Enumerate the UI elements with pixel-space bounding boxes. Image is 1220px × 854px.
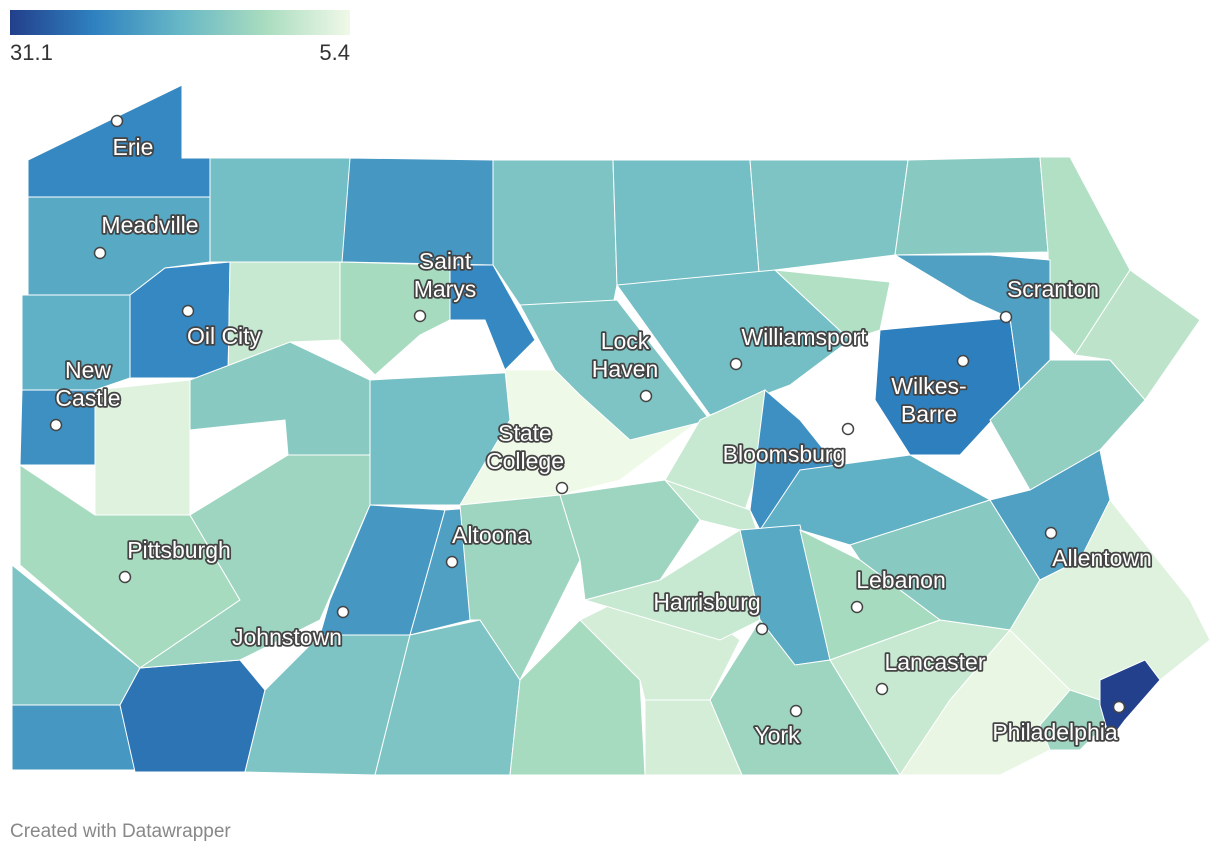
city-label: Saint Marys xyxy=(414,248,477,302)
legend-high: 31.1 xyxy=(10,40,53,65)
city-dot xyxy=(841,422,855,436)
legend-gradient xyxy=(10,10,350,35)
city-label: Meadville xyxy=(101,212,198,238)
cities: Erie Meadville Oil City New Castle Saint Marys… xyxy=(49,114,1154,750)
city-dot xyxy=(1112,700,1126,714)
regions xyxy=(11,84,1211,776)
city-dot xyxy=(999,310,1013,324)
county xyxy=(21,294,131,391)
city-dot xyxy=(110,114,124,128)
legend-low: 5.4 xyxy=(319,40,350,65)
city-dot xyxy=(49,418,63,432)
city-label: Johnstown xyxy=(232,624,342,650)
city-label: Erie xyxy=(113,134,154,160)
city-dot xyxy=(875,682,889,696)
city-dot xyxy=(789,704,803,718)
city-label: Philadelphia xyxy=(992,719,1118,745)
footer: Created with Datawrapper xyxy=(10,821,231,842)
city-label: Allentown xyxy=(1052,545,1152,571)
county xyxy=(492,159,618,306)
city-label: Williamsport xyxy=(741,324,867,350)
county xyxy=(244,634,411,776)
city-dot xyxy=(639,389,653,403)
city-label: New Castle xyxy=(55,357,120,411)
county xyxy=(119,659,266,773)
city-dot xyxy=(181,304,195,318)
county xyxy=(616,269,851,416)
city-label: Lancaster xyxy=(884,649,985,675)
city-label: Bloomsburg xyxy=(723,441,846,467)
city-dot xyxy=(729,357,743,371)
city-dot xyxy=(118,570,132,584)
city-label: Pittsburgh xyxy=(127,537,231,563)
city-dot xyxy=(445,555,459,569)
county xyxy=(11,704,136,771)
city-label: Lock Haven xyxy=(592,328,658,382)
county xyxy=(1074,269,1201,401)
city-dot xyxy=(555,481,569,495)
city-dot xyxy=(1044,526,1058,540)
city-label: Wilkes-Barre xyxy=(891,373,966,427)
county xyxy=(1099,659,1161,742)
city-dot xyxy=(336,605,350,619)
county xyxy=(138,454,371,669)
county xyxy=(227,261,341,379)
city-label: York xyxy=(754,722,800,748)
city-dot xyxy=(413,309,427,323)
city-dot xyxy=(755,622,769,636)
city-label: Harrisburg xyxy=(653,589,760,615)
city-dot xyxy=(850,600,864,614)
city-dot xyxy=(956,354,970,368)
county xyxy=(519,299,711,441)
city-label: Lebanon xyxy=(856,567,946,593)
city-label: Oil City xyxy=(187,323,262,349)
county xyxy=(894,156,1049,256)
county xyxy=(989,359,1146,491)
county xyxy=(612,159,761,286)
city-label: State College xyxy=(486,420,564,474)
city-label: Scranton xyxy=(1007,276,1099,302)
city-label: Altoona xyxy=(452,522,530,548)
county xyxy=(209,157,351,263)
city-dot xyxy=(93,246,107,260)
county xyxy=(749,159,909,287)
